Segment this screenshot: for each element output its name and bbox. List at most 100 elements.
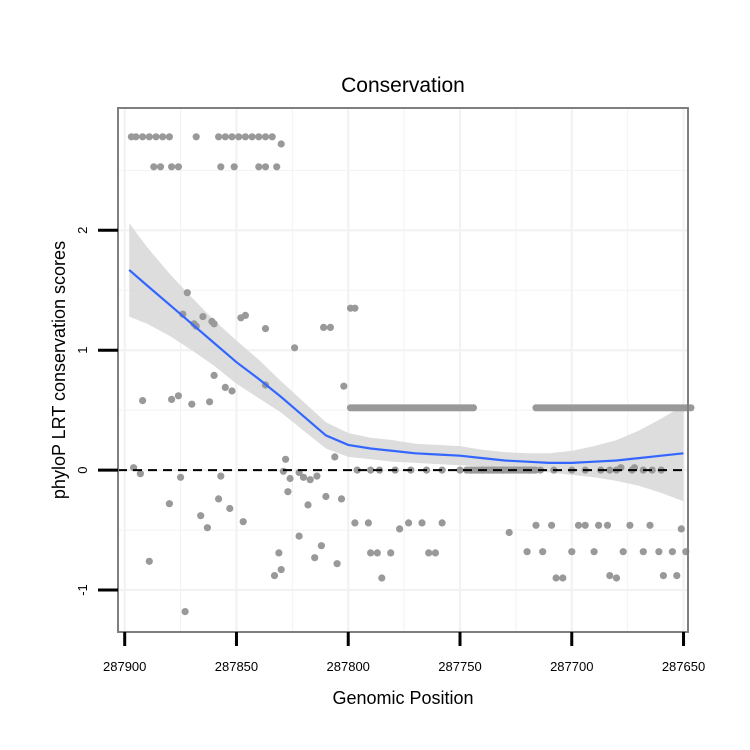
data-point <box>286 474 294 483</box>
data-point <box>210 371 218 379</box>
data-point <box>337 495 346 503</box>
data-point <box>626 521 634 529</box>
data-point <box>177 473 185 481</box>
data-point <box>431 549 439 557</box>
data-point <box>168 395 176 403</box>
data-point <box>606 466 614 474</box>
data-point <box>590 548 598 556</box>
data-point <box>261 133 270 141</box>
data-point <box>378 574 386 582</box>
data-point <box>353 466 361 474</box>
x-tick-label: 287700 <box>550 659 593 674</box>
data-points <box>127 133 695 616</box>
data-point <box>136 470 144 478</box>
data-point <box>210 320 218 328</box>
data-point <box>277 566 285 574</box>
data-point <box>165 133 173 141</box>
data-point <box>532 521 540 529</box>
data-point <box>192 133 200 141</box>
data-point <box>273 163 281 171</box>
data-point <box>364 519 372 527</box>
data-point <box>418 519 426 527</box>
data-point <box>655 548 663 556</box>
data-point <box>291 344 299 352</box>
axes: 287900 287850 287800 287750 287700 287650 2 1 0 -… <box>75 227 705 674</box>
data-point <box>275 549 283 557</box>
x-tick-label: 287900 <box>103 659 146 674</box>
data-point <box>331 453 339 461</box>
data-point <box>261 325 270 333</box>
data-point <box>438 466 446 474</box>
x-tick-label: 287650 <box>662 659 705 674</box>
data-point <box>255 163 263 171</box>
data-point <box>152 133 160 141</box>
data-point <box>677 525 685 533</box>
data-point <box>387 549 395 557</box>
data-point <box>217 163 225 171</box>
data-point <box>215 133 223 141</box>
data-point <box>425 549 433 557</box>
x-axis-title: Genomic Position <box>332 688 473 708</box>
data-point <box>469 404 477 412</box>
y-tick-label: -1 <box>75 584 90 596</box>
data-point <box>687 404 695 412</box>
data-point <box>179 310 187 318</box>
data-point <box>217 472 225 480</box>
data-point <box>438 519 446 527</box>
data-point <box>270 572 279 580</box>
data-point <box>523 548 531 556</box>
data-point <box>239 518 247 526</box>
data-point <box>150 163 158 171</box>
data-point <box>552 574 560 582</box>
data-point <box>295 532 303 540</box>
chart-title: Conservation <box>341 74 465 97</box>
y-tick-label: 1 <box>75 347 90 354</box>
data-point <box>351 304 359 312</box>
y-axis-title: phyloP LRT conservation scores <box>49 241 69 499</box>
data-point <box>241 133 249 141</box>
data-point <box>559 574 567 582</box>
data-point <box>279 467 287 475</box>
data-point <box>539 548 547 556</box>
data-point <box>132 133 140 141</box>
data-point <box>603 521 612 529</box>
data-point <box>268 133 276 141</box>
data-point <box>322 492 330 501</box>
data-point <box>230 163 238 171</box>
data-point <box>183 289 191 297</box>
data-point <box>228 133 236 141</box>
y-tick-label: 2 <box>75 227 90 234</box>
plot-panel <box>118 108 688 632</box>
data-point <box>145 557 153 565</box>
data-point <box>574 521 583 529</box>
data-point <box>326 323 334 331</box>
data-point <box>139 133 147 141</box>
data-point <box>255 133 263 141</box>
data-point <box>261 163 270 171</box>
data-point <box>351 519 359 527</box>
data-point <box>367 549 375 557</box>
panel-frame <box>117 107 689 633</box>
data-point <box>505 528 513 537</box>
data-point <box>333 560 341 568</box>
data-point <box>659 572 668 580</box>
data-point <box>299 473 308 481</box>
data-point <box>639 548 647 556</box>
data-point <box>405 519 413 527</box>
data-point <box>648 466 656 474</box>
data-point <box>668 548 677 556</box>
data-point <box>320 323 328 331</box>
data-point <box>317 542 325 550</box>
data-point <box>646 521 654 529</box>
data-point <box>221 383 229 391</box>
data-point <box>159 133 167 141</box>
data-point <box>221 133 229 141</box>
data-point <box>373 549 381 557</box>
data-point <box>340 382 348 390</box>
data-point <box>548 521 556 529</box>
data-point <box>206 398 214 406</box>
data-point <box>199 313 207 321</box>
data-point <box>284 488 292 496</box>
smooth-fit-line <box>128 269 684 464</box>
data-point <box>612 574 621 582</box>
